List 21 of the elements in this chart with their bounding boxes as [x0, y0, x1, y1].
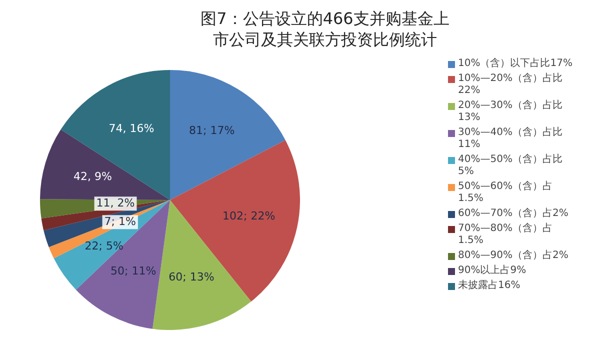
legend-label: 70%—80%（含）占1.5%	[458, 223, 554, 247]
data-label: 7; 1%	[104, 215, 136, 228]
legend-label: 未披露占16%	[458, 280, 520, 292]
legend-label: 80%—90%（含）占2%	[458, 250, 568, 262]
legend-label: 90%以上占9%	[458, 265, 526, 277]
chart-title: 图7：公告设立的466支并购基金上市公司及其关联方投资比例统计	[200, 8, 450, 50]
data-label: 22; 5%	[84, 239, 124, 252]
data-label: 60; 13%	[168, 270, 214, 284]
legend-label: 10%（含）以下占比17%	[458, 58, 572, 70]
data-label: 74, 16%	[108, 122, 154, 136]
data-label: 81; 17%	[189, 124, 235, 137]
legend-label: 10%—20%（含）占比22%	[458, 73, 564, 97]
legend-label: 30%—40%（含）占比11%	[458, 127, 564, 151]
data-label: 102; 22%	[222, 210, 276, 223]
data-label: 11, 2%	[96, 196, 135, 210]
legend-label: 60%—70%（含）占2%	[458, 208, 568, 220]
data-label: 42, 9%	[74, 170, 112, 183]
legend-label: 50%—60%（含）占1.5%	[458, 181, 554, 205]
legend-label: 40%—50%（含）占比5%	[458, 154, 564, 178]
data-label: 50; 11%	[110, 264, 156, 278]
legend-label: 20%—30%（含）占比13%	[458, 100, 564, 124]
